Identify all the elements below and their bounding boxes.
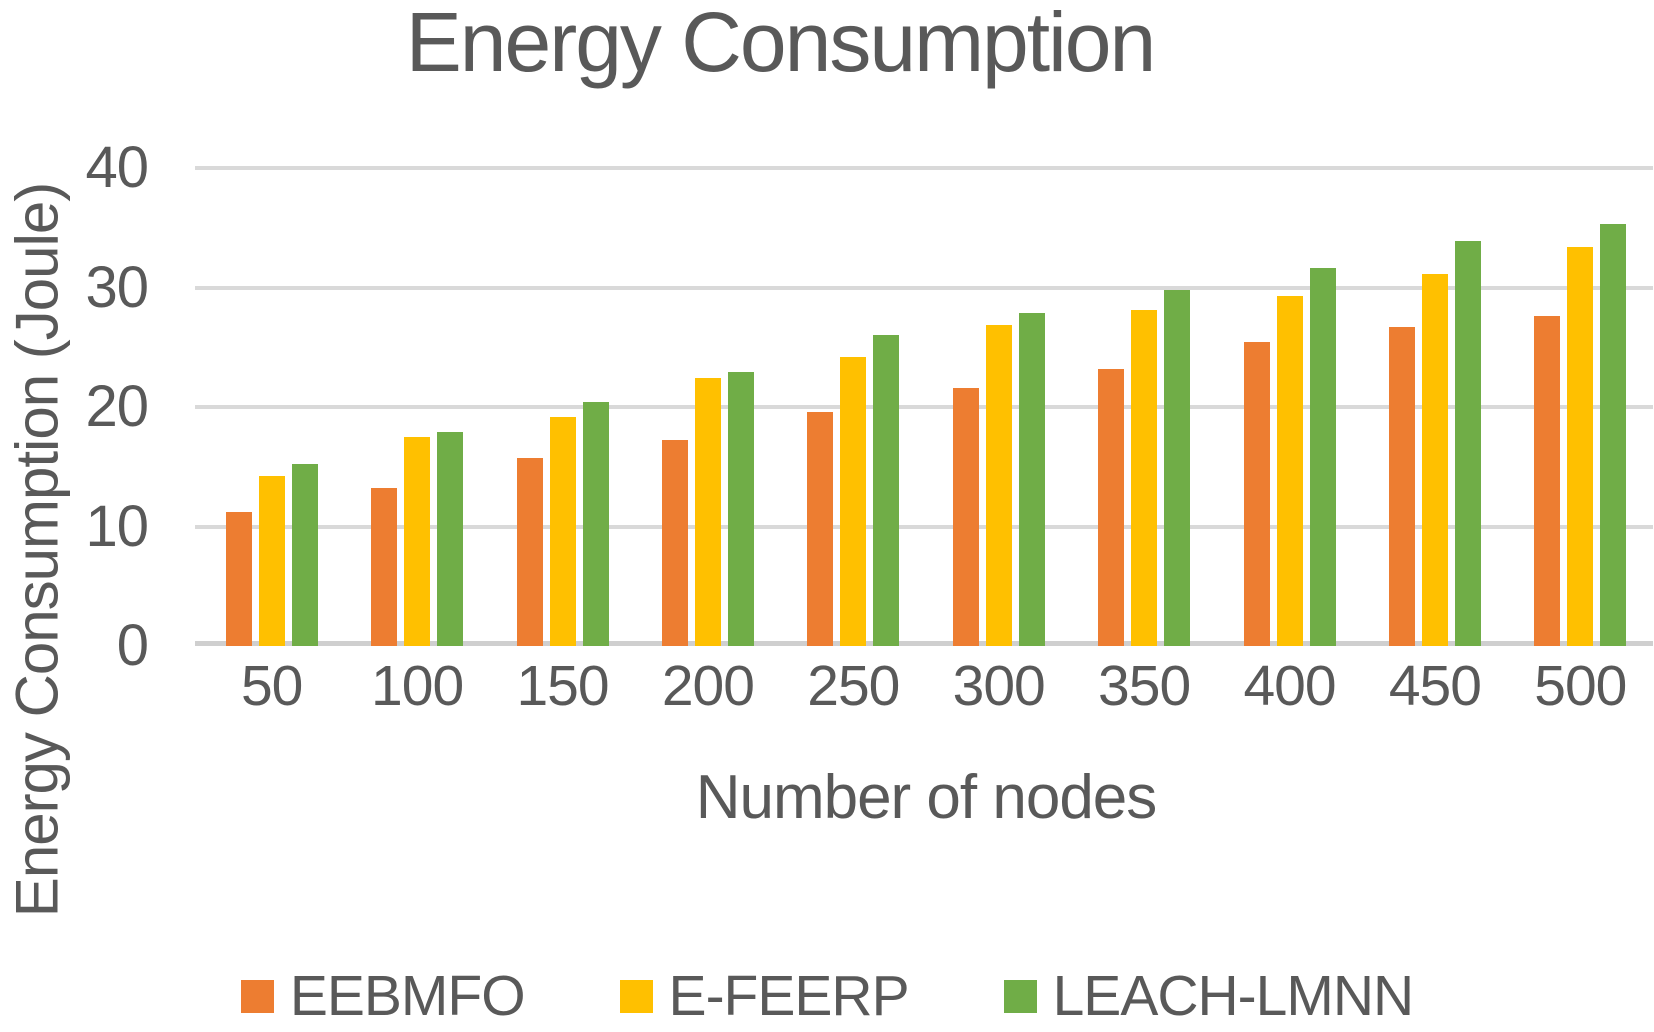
x-tick-label-150: 150 (516, 654, 609, 718)
bar-E-FEERP-500 (1567, 246, 1594, 646)
bar-LEACH-LMNN-250 (873, 335, 900, 646)
y-tick-label-0: 0 (116, 613, 149, 678)
bar-group-50 (199, 168, 344, 646)
bar-EEBMFO-100 (371, 488, 398, 646)
bar-EEBMFO-200 (661, 440, 688, 646)
x-tick-label-350: 350 (1098, 654, 1191, 718)
bar-LEACH-LMNN-350 (1164, 289, 1191, 646)
x-tick-label-400: 400 (1243, 654, 1336, 718)
legend-item-EEBMFO: EEBMFO (240, 964, 526, 1028)
gridline-30 (195, 285, 1653, 290)
plot-area (195, 166, 1653, 646)
x-tick-label-300: 300 (952, 654, 1046, 718)
legend-label-EEBMFO: EEBMFO (289, 964, 526, 1028)
gridline-10 (195, 524, 1653, 529)
bar-LEACH-LMNN-200 (727, 372, 754, 646)
legend-swatch-EEBMFO (240, 980, 274, 1013)
legend-item-LEACH-LMNN: LEACH-LMNN (1003, 964, 1415, 1028)
x-axis-tick-labels: 50 100 150 200 250 300 350 400 450 500 (199, 658, 1653, 728)
bar-group-350 (1071, 168, 1216, 646)
bar-EEBMFO-450 (1388, 326, 1415, 646)
x-axis-title: Number of nodes (695, 763, 1158, 832)
bar-E-FEERP-350 (1131, 310, 1158, 646)
bar-LEACH-LMNN-400 (1309, 268, 1336, 646)
bar-E-FEERP-100 (404, 436, 431, 646)
bar-EEBMFO-250 (807, 411, 834, 646)
bar-group-450 (1362, 168, 1507, 646)
legend-label-LEACH-LMNN: LEACH-LMNN (1052, 964, 1415, 1028)
x-tick-label-450: 450 (1388, 654, 1482, 718)
bar-E-FEERP-200 (694, 378, 721, 646)
legend-swatch-E-FEERP (619, 980, 653, 1013)
chart-legend: EEBMFO E-FEERP LEACH-LMNN (0, 968, 1654, 1025)
bar-group-300 (926, 168, 1071, 646)
x-axis-line (195, 641, 1653, 646)
y-tick-label-10: 10 (85, 493, 149, 559)
y-axis-tick-labels: 0 10 20 30 40 (0, 0, 149, 1032)
bar-EEBMFO-500 (1534, 316, 1561, 646)
bar-E-FEERP-150 (549, 416, 576, 646)
x-tick-label-200: 200 (661, 654, 755, 718)
bar-group-250 (781, 168, 926, 646)
bar-group-200 (635, 168, 780, 646)
legend-item-E-FEERP: E-FEERP (619, 964, 910, 1028)
x-tick-label-50: 50 (240, 654, 303, 718)
x-tick-label-100: 100 (371, 654, 464, 718)
bar-LEACH-LMNN-150 (582, 402, 609, 646)
bar-LEACH-LMNN-500 (1600, 224, 1627, 646)
bar-LEACH-LMNN-300 (1018, 312, 1045, 646)
x-tick-label-500: 500 (1534, 654, 1627, 718)
y-tick-label-20: 20 (85, 374, 149, 439)
bar-group-400 (1217, 168, 1362, 646)
bar-EEBMFO-350 (1098, 368, 1125, 646)
bar-group-500 (1508, 168, 1653, 646)
bar-groups (199, 168, 1653, 646)
y-tick-label-40: 40 (85, 135, 149, 200)
bar-E-FEERP-400 (1276, 295, 1303, 646)
bar-EEBMFO-50 (225, 512, 252, 646)
legend-label-E-FEERP: E-FEERP (668, 964, 910, 1028)
bar-LEACH-LMNN-50 (291, 464, 318, 646)
bar-group-100 (344, 168, 489, 646)
legend-swatch-LEACH-LMNN (1003, 980, 1037, 1013)
bar-LEACH-LMNN-450 (1454, 240, 1481, 646)
bar-E-FEERP-450 (1421, 274, 1448, 646)
bar-E-FEERP-250 (840, 356, 867, 646)
gridline-20 (195, 405, 1653, 409)
bar-LEACH-LMNN-100 (437, 432, 464, 646)
chart-title: Energy Consumption (405, 0, 1156, 89)
bar-EEBMFO-150 (516, 458, 543, 646)
gridline-40 (195, 166, 1653, 170)
bar-group-150 (490, 168, 635, 646)
y-tick-label-30: 30 (85, 254, 149, 320)
bar-E-FEERP-50 (258, 476, 285, 646)
bar-E-FEERP-300 (985, 324, 1012, 646)
bar-EEBMFO-400 (1243, 342, 1270, 646)
bar-EEBMFO-300 (952, 387, 979, 646)
x-tick-label-250: 250 (807, 654, 900, 718)
